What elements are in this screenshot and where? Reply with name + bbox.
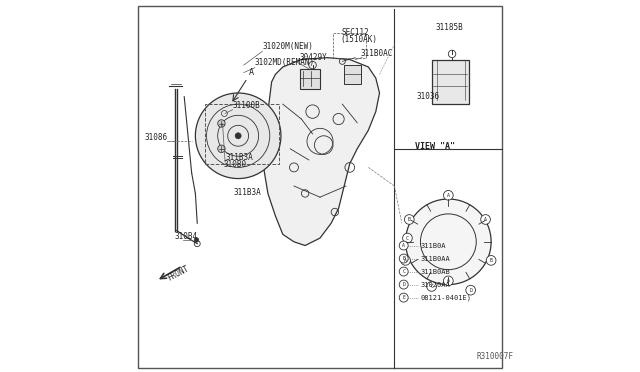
Bar [333, 33, 367, 58]
Polygon shape [264, 58, 380, 246]
Text: D: D [403, 282, 405, 287]
Text: 311B0AB: 311B0AB [420, 269, 450, 275]
Text: 311B3A: 311B3A [225, 153, 253, 162]
Text: 311B0AC: 311B0AC [360, 49, 392, 58]
Text: A: A [403, 243, 405, 248]
Text: 31036: 31036 [417, 92, 440, 100]
Text: SEC112: SEC112 [342, 28, 369, 36]
Text: 30429Y: 30429Y [300, 52, 327, 61]
Circle shape [481, 215, 490, 224]
Bar [344, 65, 361, 84]
Bar [205, 104, 279, 164]
Text: 311B0A: 311B0A [420, 243, 446, 248]
Text: (1510AK): (1510AK) [340, 35, 378, 44]
Text: C: C [403, 269, 405, 274]
Text: 311B3A: 311B3A [234, 188, 262, 197]
Text: B: B [490, 258, 493, 263]
Text: D: D [469, 288, 472, 293]
Circle shape [218, 120, 225, 127]
Circle shape [399, 254, 408, 263]
Text: B: B [408, 217, 411, 222]
Text: 08121-0401E): 08121-0401E) [420, 294, 472, 301]
Circle shape [235, 133, 241, 139]
Text: C: C [430, 284, 433, 289]
Text: 3102MD(REMAN): 3102MD(REMAN) [255, 58, 315, 67]
Circle shape [401, 256, 410, 265]
Text: C: C [406, 235, 409, 241]
Circle shape [399, 293, 408, 302]
Circle shape [403, 233, 412, 243]
Text: E: E [403, 295, 405, 300]
Circle shape [427, 282, 436, 291]
Text: A: A [447, 193, 450, 198]
Circle shape [399, 280, 408, 289]
Text: 310B4: 310B4 [175, 232, 198, 241]
Circle shape [486, 256, 496, 265]
Text: A: A [447, 278, 450, 283]
Circle shape [466, 285, 476, 295]
Circle shape [195, 238, 199, 242]
Text: A: A [248, 68, 253, 77]
Bar [300, 69, 320, 89]
Circle shape [406, 199, 491, 285]
Text: 31020M(NEW): 31020M(NEW) [262, 42, 313, 51]
Text: R310007F: R310007F [476, 352, 513, 361]
Circle shape [444, 276, 453, 286]
Text: A: A [404, 258, 407, 263]
Text: B: B [403, 256, 405, 261]
Text: 310B0: 310B0 [223, 160, 246, 169]
Text: 311B0AA: 311B0AA [420, 256, 450, 262]
Circle shape [399, 267, 408, 276]
Circle shape [218, 145, 225, 153]
Text: 31100B: 31100B [232, 101, 260, 110]
Circle shape [444, 190, 453, 200]
Text: A: A [484, 217, 487, 222]
Text: VIEW "A": VIEW "A" [415, 142, 455, 151]
Circle shape [404, 215, 414, 224]
Bar [431, 60, 468, 104]
Text: 31020AA: 31020AA [420, 282, 450, 288]
Circle shape [195, 93, 281, 179]
Text: 31185B: 31185B [435, 23, 463, 32]
Text: 31086: 31086 [145, 132, 168, 141]
Text: FRONT: FRONT [166, 264, 190, 283]
Circle shape [399, 241, 408, 250]
